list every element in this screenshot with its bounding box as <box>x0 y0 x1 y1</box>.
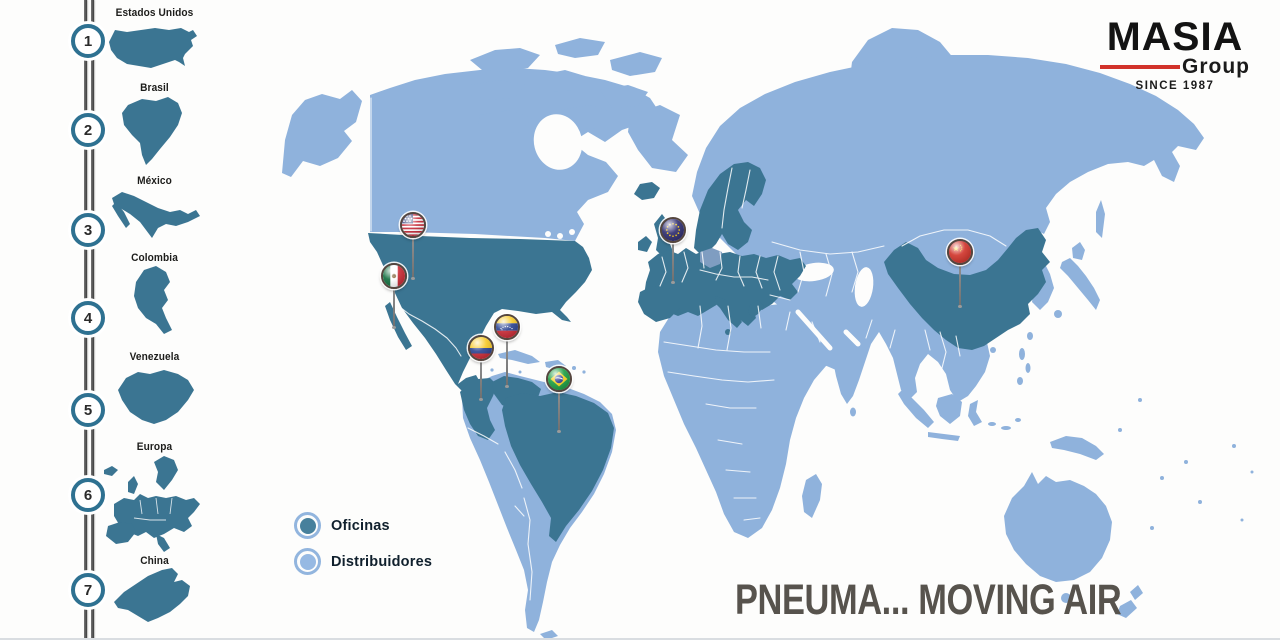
pin-tip <box>557 430 561 433</box>
pin-stick <box>959 252 961 307</box>
masia-group-logo: MASIA Group SINCE 1987 <box>1100 15 1250 92</box>
legend-item-oficinas: Oficinas <box>294 512 432 539</box>
silhouette-brasil <box>122 97 182 165</box>
country-label-china: China <box>140 555 169 567</box>
country-label-colombia: Colombia <box>131 252 178 264</box>
logo-red-line <box>1100 64 1180 70</box>
flag-mexico-icon <box>381 263 407 289</box>
country-label-estados-unidos: Estados Unidos <box>115 7 194 19</box>
timeline-number-1: 1 <box>71 24 105 58</box>
flag-europa-icon <box>660 217 686 243</box>
timeline-number-2: 2 <box>71 113 105 147</box>
country-label-brasil: Brasil <box>140 82 169 94</box>
pin-stick <box>558 379 560 432</box>
distributor-dot-icon <box>294 548 321 575</box>
legend-item-distribuidores: Distribuidores <box>294 548 432 575</box>
pin-stick <box>480 348 482 400</box>
flag-venezuela-icon <box>494 314 520 340</box>
pin-tip <box>479 398 483 401</box>
timeline-number-3: 3 <box>71 213 105 247</box>
pin-tip <box>505 385 509 388</box>
pin-tip <box>411 277 415 280</box>
silhouette-china <box>114 568 190 622</box>
silhouette-mexico <box>112 192 200 238</box>
tagline-text: PNEUMA... MOVING AIR <box>735 576 1122 624</box>
silhouette-venezuela <box>118 370 194 424</box>
pin-tip <box>671 281 675 284</box>
logo-group-text: Group <box>1182 55 1250 78</box>
legend-label: Distribuidores <box>331 553 433 570</box>
bottom-divider <box>0 638 1280 640</box>
flag-colombia-icon <box>468 335 494 361</box>
pin-tip <box>958 305 962 308</box>
country-borders <box>370 97 1007 601</box>
silhouette-colombia <box>134 266 172 334</box>
country-label-venezuela: Venezuela <box>129 351 180 363</box>
office-dot-icon <box>294 512 321 539</box>
flag-usa-icon <box>400 212 426 238</box>
flag-china-icon <box>947 239 973 265</box>
flag-brasil-icon <box>546 366 572 392</box>
pin-stick <box>506 327 508 387</box>
country-label-mexico: México <box>137 175 172 187</box>
pin-stick <box>672 230 674 283</box>
pin-stick <box>412 225 414 279</box>
logo-brand-text: MASIA <box>1106 15 1244 59</box>
silhouette-estados-unidos <box>109 28 197 68</box>
timeline-number-5: 5 <box>71 393 105 427</box>
pin-tip <box>392 326 396 329</box>
logo-since-text: SINCE 1987 <box>1135 80 1215 92</box>
legend: Oficinas Distribuidores <box>294 512 432 584</box>
timeline-number-7: 7 <box>71 573 105 607</box>
timeline-number-4: 4 <box>71 301 105 335</box>
office-landmass <box>368 162 1050 542</box>
timeline-number-6: 6 <box>71 478 105 512</box>
country-label-europa: Europa <box>136 441 173 453</box>
legend-label: Oficinas <box>331 517 390 534</box>
silhouette-europa <box>104 456 200 552</box>
pin-stick <box>393 276 395 328</box>
